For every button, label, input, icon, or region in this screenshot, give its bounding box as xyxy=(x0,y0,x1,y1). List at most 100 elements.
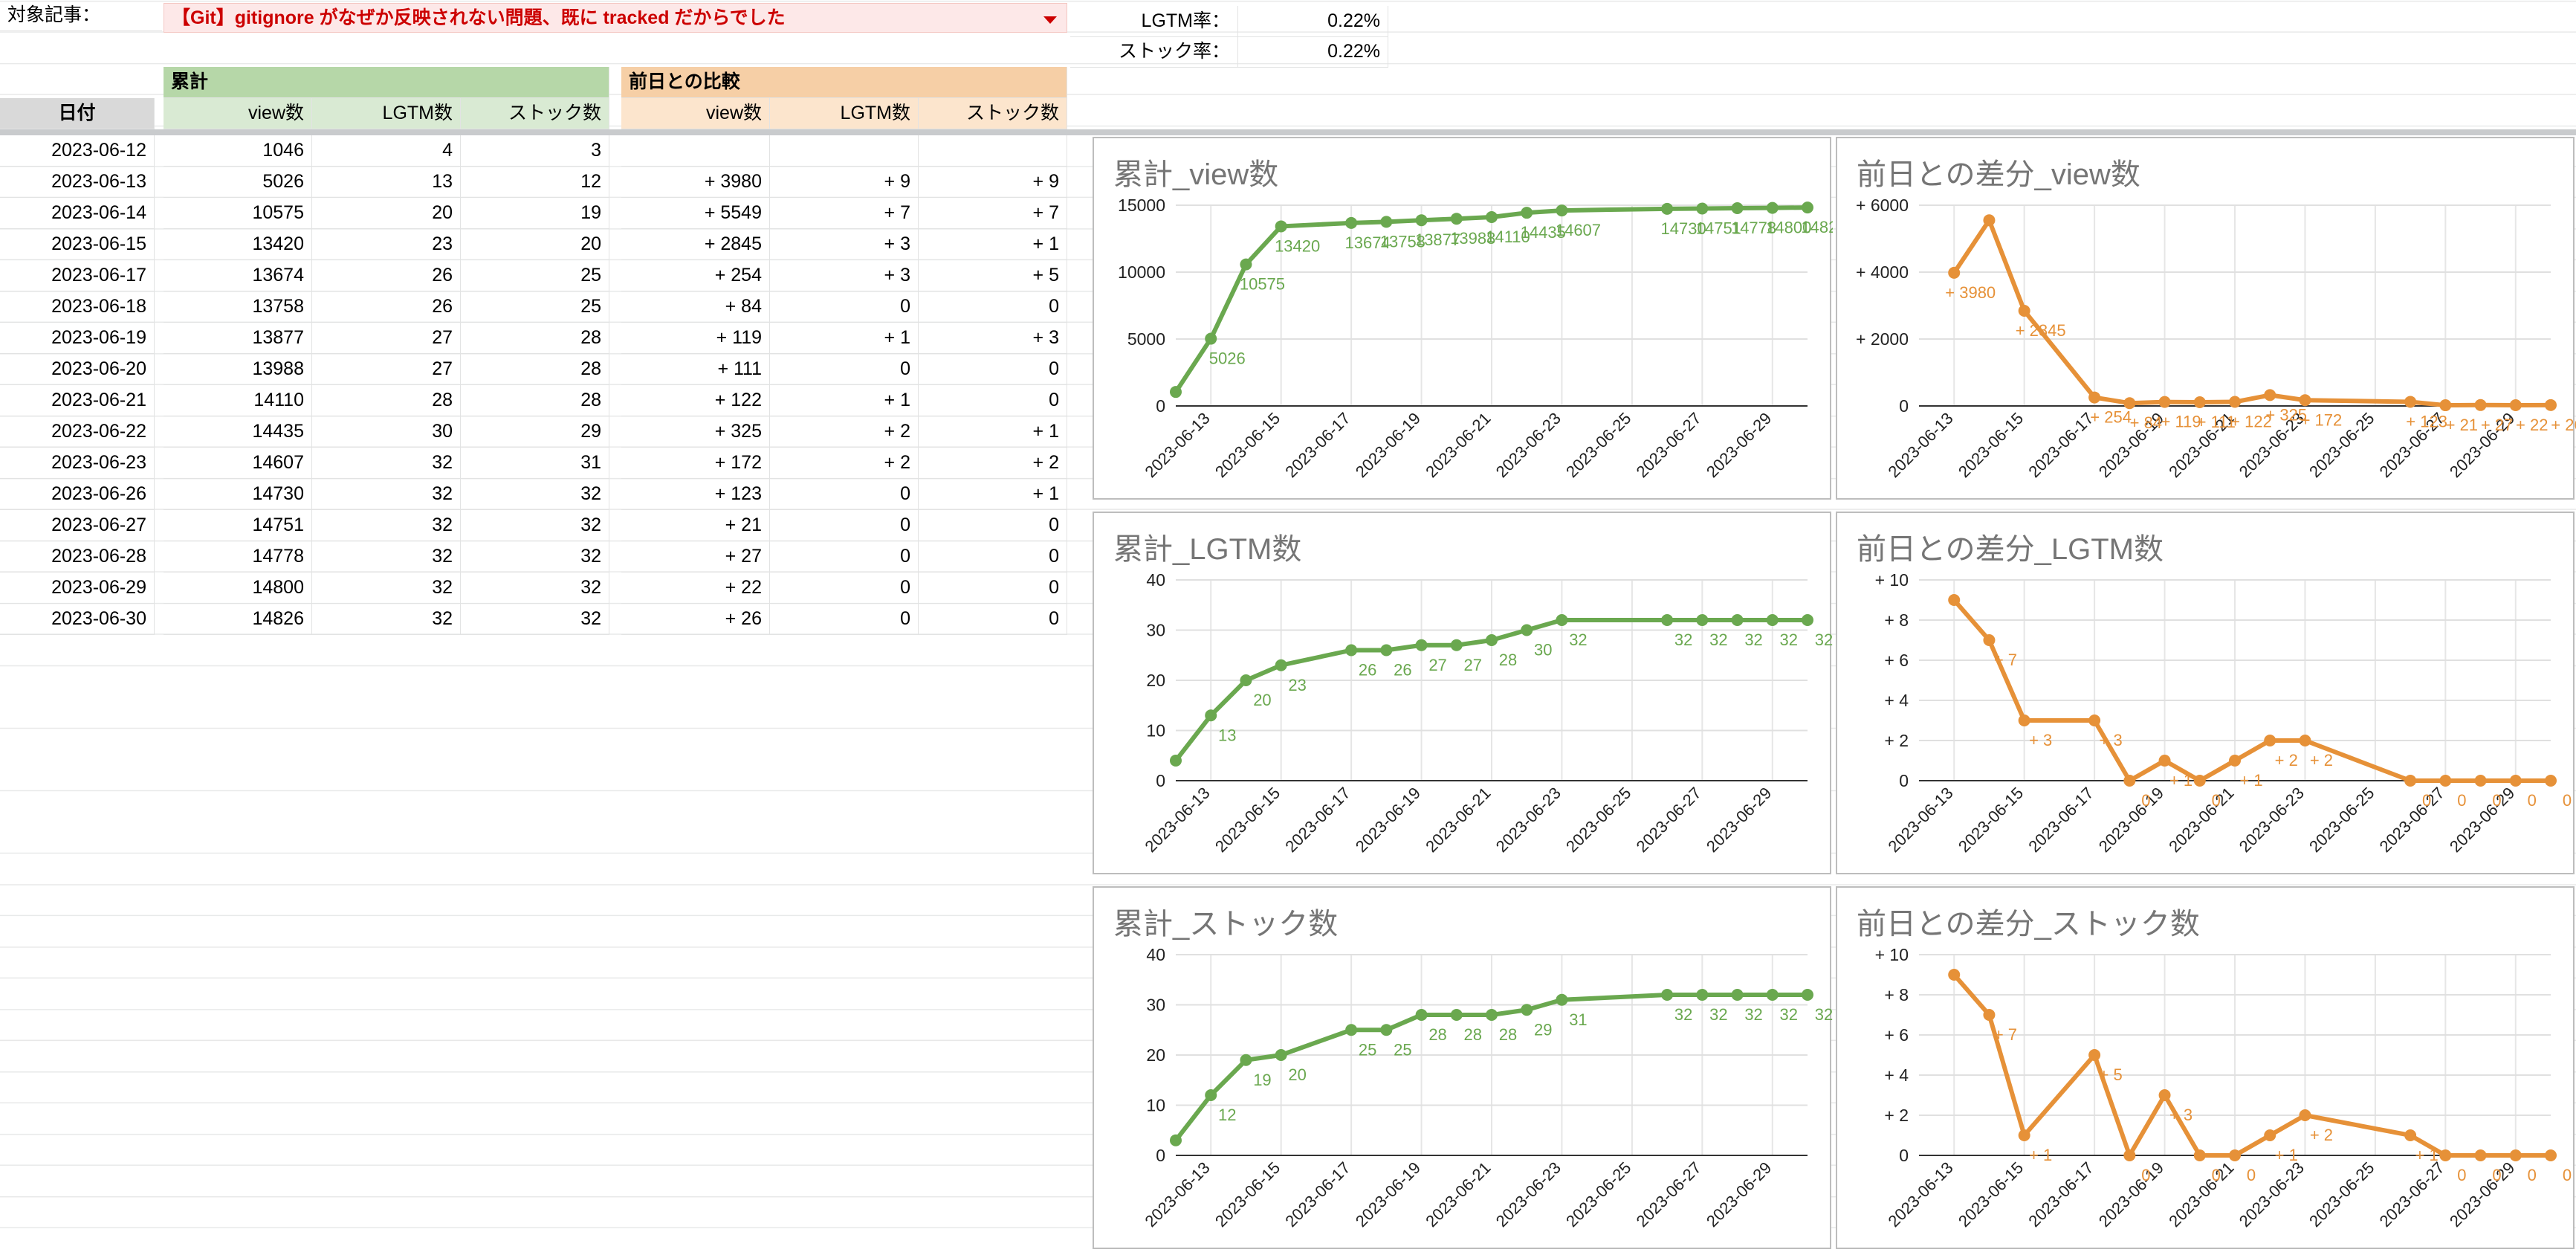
cell-diff-lgtm[interactable]: + 3 xyxy=(770,229,919,260)
chart-diff-stock[interactable]: 前日との差分_ストック数 2023-06-13 2023-06-15 2023-06… xyxy=(1836,886,2575,1249)
cell-date[interactable]: 2023-06-20 xyxy=(0,354,155,385)
cell-view[interactable]: 14435 xyxy=(164,416,312,448)
cell-stock[interactable]: 20 xyxy=(461,229,609,260)
cell-diff-lgtm[interactable]: + 7 xyxy=(770,198,919,229)
cell-diff-lgtm[interactable]: + 1 xyxy=(770,323,919,354)
cell-date[interactable]: 2023-06-17 xyxy=(0,260,155,291)
cell-lgtm[interactable]: 32 xyxy=(312,448,461,479)
cell-lgtm[interactable]: 4 xyxy=(312,135,461,167)
cell-diff-lgtm[interactable]: 0 xyxy=(770,510,919,541)
cell-diff-view[interactable]: + 27 xyxy=(621,541,770,572)
stock-rate-value[interactable]: 0.22% xyxy=(1238,36,1388,68)
chart-diff-view[interactable]: 前日との差分_view数 2023-06-13 2023-06-15 2023-06… xyxy=(1836,137,2576,500)
cell-stock[interactable]: 32 xyxy=(461,541,609,572)
cell-diff-view[interactable] xyxy=(621,135,770,167)
col-header-dlgtm[interactable]: LGTM数 xyxy=(770,98,919,129)
cell-lgtm[interactable]: 26 xyxy=(312,291,461,323)
cell-view[interactable]: 14778 xyxy=(164,541,312,572)
cell-date[interactable]: 2023-06-18 xyxy=(0,291,155,323)
cell-diff-lgtm[interactable]: + 9 xyxy=(770,167,919,198)
cell-lgtm[interactable]: 32 xyxy=(312,572,461,604)
cell-date[interactable]: 2023-06-26 xyxy=(0,479,155,510)
dropdown-arrow-icon[interactable] xyxy=(1043,16,1057,24)
cell-diff-stock[interactable]: 0 xyxy=(919,604,1067,635)
cell-date[interactable]: 2023-06-21 xyxy=(0,385,155,416)
col-header-date[interactable]: 日付 xyxy=(0,98,155,129)
cell-stock[interactable]: 28 xyxy=(461,354,609,385)
cell-diff-view[interactable]: + 3980 xyxy=(621,167,770,198)
cell-view[interactable]: 13988 xyxy=(164,354,312,385)
group-header-diff[interactable]: 前日との比較 xyxy=(621,67,1067,98)
cell-lgtm[interactable]: 28 xyxy=(312,385,461,416)
cell-view[interactable]: 14730 xyxy=(164,479,312,510)
cell-view[interactable]: 5026 xyxy=(164,167,312,198)
cell-view[interactable]: 13674 xyxy=(164,260,312,291)
cell-stock[interactable]: 12 xyxy=(461,167,609,198)
cell-view[interactable]: 13758 xyxy=(164,291,312,323)
cell-stock[interactable]: 32 xyxy=(461,510,609,541)
cell-diff-view[interactable]: + 119 xyxy=(621,323,770,354)
cell-date[interactable]: 2023-06-30 xyxy=(0,604,155,635)
cell-diff-lgtm[interactable]: + 3 xyxy=(770,260,919,291)
cell-date[interactable]: 2023-06-12 xyxy=(0,135,155,167)
cell-view[interactable]: 14110 xyxy=(164,385,312,416)
col-header-stock[interactable]: ストック数 xyxy=(461,98,609,129)
cell-diff-stock[interactable] xyxy=(919,135,1067,167)
cell-lgtm[interactable]: 32 xyxy=(312,479,461,510)
cell-date[interactable]: 2023-06-23 xyxy=(0,448,155,479)
cell-view[interactable]: 14826 xyxy=(164,604,312,635)
cell-date[interactable]: 2023-06-13 xyxy=(0,167,155,198)
lgtm-rate-value[interactable]: 0.22% xyxy=(1238,6,1388,37)
cell-diff-stock[interactable]: 0 xyxy=(919,572,1067,604)
cell-diff-stock[interactable]: 0 xyxy=(919,510,1067,541)
cell-diff-lgtm[interactable]: 0 xyxy=(770,291,919,323)
cell-diff-lgtm[interactable]: + 2 xyxy=(770,416,919,448)
cell-view[interactable]: 1046 xyxy=(164,135,312,167)
cell-view[interactable]: 14607 xyxy=(164,448,312,479)
chart-cum-lgtm[interactable]: 累計_LGTM数 2023-06-13 2023-06-15 2023-06-17 2… xyxy=(1093,512,1833,874)
cell-stock[interactable]: 28 xyxy=(461,323,609,354)
group-header-cumulative[interactable]: 累計 xyxy=(164,67,609,98)
cell-diff-stock[interactable]: 0 xyxy=(919,541,1067,572)
cell-lgtm[interactable]: 30 xyxy=(312,416,461,448)
cell-diff-stock[interactable]: + 3 xyxy=(919,323,1067,354)
cell-stock[interactable]: 31 xyxy=(461,448,609,479)
cell-lgtm[interactable]: 27 xyxy=(312,323,461,354)
cell-diff-stock[interactable]: + 1 xyxy=(919,416,1067,448)
cell-date[interactable]: 2023-06-15 xyxy=(0,229,155,260)
article-title-dropdown[interactable]: 【Git】gitignore がなぜか反映されない問題、既に tracked だ… xyxy=(164,3,1067,33)
cell-diff-stock[interactable]: + 5 xyxy=(919,260,1067,291)
cell-diff-lgtm[interactable] xyxy=(770,135,919,167)
chart-cum-view[interactable]: 累計_view数 2023-06-13 2023-06-15 2023-06-17 2… xyxy=(1093,137,1833,500)
cell-diff-view[interactable]: + 26 xyxy=(621,604,770,635)
cell-view[interactable]: 14800 xyxy=(164,572,312,604)
cell-lgtm[interactable]: 32 xyxy=(312,541,461,572)
cell-view[interactable]: 14751 xyxy=(164,510,312,541)
cell-date[interactable]: 2023-06-29 xyxy=(0,572,155,604)
cell-stock[interactable]: 25 xyxy=(461,260,609,291)
cell-stock[interactable]: 28 xyxy=(461,385,609,416)
cell-date[interactable]: 2023-06-27 xyxy=(0,510,155,541)
cell-diff-view[interactable]: + 254 xyxy=(621,260,770,291)
cell-lgtm[interactable]: 20 xyxy=(312,198,461,229)
cell-stock[interactable]: 32 xyxy=(461,479,609,510)
cell-diff-stock[interactable]: 0 xyxy=(919,385,1067,416)
col-header-view[interactable]: view数 xyxy=(164,98,312,129)
cell-lgtm[interactable]: 23 xyxy=(312,229,461,260)
cell-diff-stock[interactable]: 0 xyxy=(919,291,1067,323)
cell-lgtm[interactable]: 26 xyxy=(312,260,461,291)
cell-diff-view[interactable]: + 111 xyxy=(621,354,770,385)
col-header-lgtm[interactable]: LGTM数 xyxy=(312,98,461,129)
cell-diff-lgtm[interactable]: 0 xyxy=(770,572,919,604)
col-header-dview[interactable]: view数 xyxy=(621,98,770,129)
cell-stock[interactable]: 25 xyxy=(461,291,609,323)
chart-cum-stock[interactable]: 累計_ストック数 2023-06-13 2023-06-15 2023-06-17 2… xyxy=(1093,886,1833,1249)
cell-diff-stock[interactable]: 0 xyxy=(919,354,1067,385)
cell-stock[interactable]: 3 xyxy=(461,135,609,167)
cell-diff-view[interactable]: + 21 xyxy=(621,510,770,541)
cell-stock[interactable]: 19 xyxy=(461,198,609,229)
cell-view[interactable]: 13420 xyxy=(164,229,312,260)
cell-diff-lgtm[interactable]: + 1 xyxy=(770,385,919,416)
cell-diff-lgtm[interactable]: 0 xyxy=(770,479,919,510)
cell-lgtm[interactable]: 32 xyxy=(312,510,461,541)
